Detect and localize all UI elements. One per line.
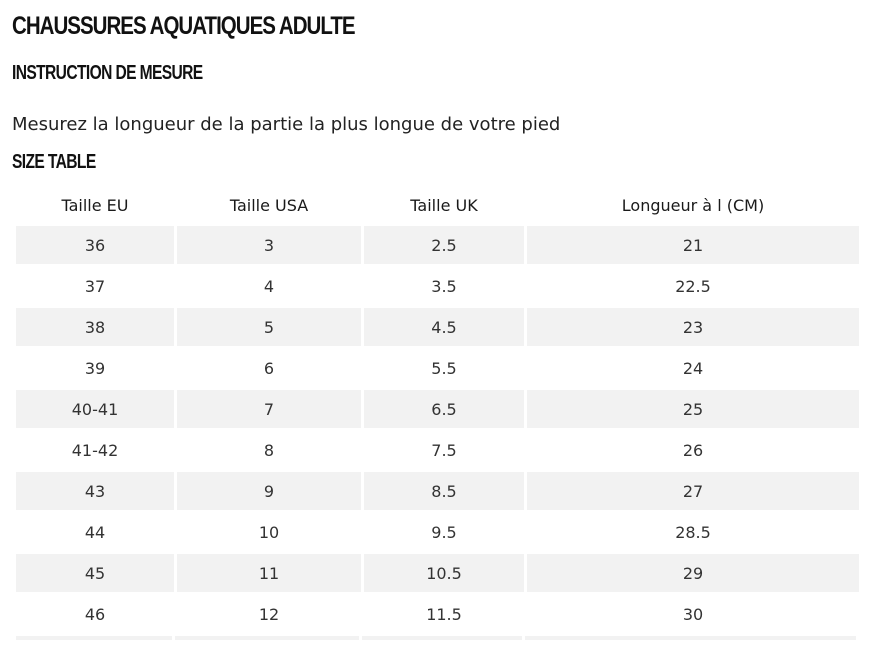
cell-usa-size: 3 (177, 226, 361, 264)
cell-foot-length: 23 (527, 308, 859, 346)
cell-eu-size: 41-42 (16, 431, 174, 469)
cell-uk-size: 2.5 (364, 226, 524, 264)
page-title: CHAUSSURES AQUATIQUES ADULTE (12, 12, 356, 40)
stripe-cell (175, 636, 359, 640)
cell-uk-size: 5.5 (364, 349, 524, 387)
cell-eu-size: 39 (16, 349, 174, 387)
table-row: 37 4 3.5 22.5 (16, 267, 859, 305)
cell-foot-length: 25 (527, 390, 859, 428)
cell-eu-size: 38 (16, 308, 174, 346)
header-usa-size: Taille USA (177, 187, 361, 223)
header-eu-size: Taille EU (16, 187, 174, 223)
cell-uk-size: 11.5 (364, 595, 524, 633)
stripe-cell (362, 636, 522, 640)
cell-uk-size: 4.5 (364, 308, 524, 346)
cell-eu-size: 44 (16, 513, 174, 551)
table-row: 43 9 8.5 27 (16, 472, 859, 510)
header-foot-length: Longueur à l (CM) (527, 187, 859, 223)
cell-foot-length: 27 (527, 472, 859, 510)
cell-foot-length: 22.5 (527, 267, 859, 305)
cell-usa-size: 5 (177, 308, 361, 346)
cell-usa-size: 9 (177, 472, 361, 510)
cell-usa-size: 4 (177, 267, 361, 305)
cell-eu-size: 46 (16, 595, 174, 633)
cell-foot-length: 30 (527, 595, 859, 633)
cell-usa-size: 11 (177, 554, 361, 592)
cell-uk-size: 10.5 (364, 554, 524, 592)
table-row: 38 5 4.5 23 (16, 308, 859, 346)
cell-uk-size: 3.5 (364, 267, 524, 305)
size-table-heading: SIZE TABLE (12, 151, 96, 173)
cell-foot-length: 28.5 (527, 513, 859, 551)
cell-usa-size: 7 (177, 390, 361, 428)
measure-heading: INSTRUCTION DE MESURE (12, 62, 203, 84)
table-row: 45 11 10.5 29 (16, 554, 859, 592)
table-row: 41-42 8 7.5 26 (16, 431, 859, 469)
size-table: Taille EU Taille USA Taille UK Longueur … (13, 184, 862, 636)
table-row: 44 10 9.5 28.5 (16, 513, 859, 551)
cell-eu-size: 45 (16, 554, 174, 592)
cell-foot-length: 21 (527, 226, 859, 264)
table-row: 36 3 2.5 21 (16, 226, 859, 264)
table-row: 39 6 5.5 24 (16, 349, 859, 387)
cell-foot-length: 24 (527, 349, 859, 387)
cell-eu-size: 37 (16, 267, 174, 305)
cell-foot-length: 26 (527, 431, 859, 469)
header-uk-size: Taille UK (364, 187, 524, 223)
table-header-row: Taille EU Taille USA Taille UK Longueur … (16, 187, 859, 223)
measure-instruction: Mesurez la longueur de la partie la plus… (12, 114, 561, 135)
cell-uk-size: 9.5 (364, 513, 524, 551)
cell-uk-size: 8.5 (364, 472, 524, 510)
cell-eu-size: 43 (16, 472, 174, 510)
table-row: 40-41 7 6.5 25 (16, 390, 859, 428)
cell-usa-size: 8 (177, 431, 361, 469)
cell-eu-size: 36 (16, 226, 174, 264)
cell-foot-length: 29 (527, 554, 859, 592)
cell-eu-size: 40-41 (16, 390, 174, 428)
cell-uk-size: 6.5 (364, 390, 524, 428)
stripe-cell (525, 636, 856, 640)
cell-usa-size: 12 (177, 595, 361, 633)
cell-usa-size: 6 (177, 349, 361, 387)
cell-uk-size: 7.5 (364, 431, 524, 469)
cell-usa-size: 10 (177, 513, 361, 551)
next-row-stripe (16, 636, 856, 640)
table-row: 46 12 11.5 30 (16, 595, 859, 633)
stripe-cell (16, 636, 172, 640)
